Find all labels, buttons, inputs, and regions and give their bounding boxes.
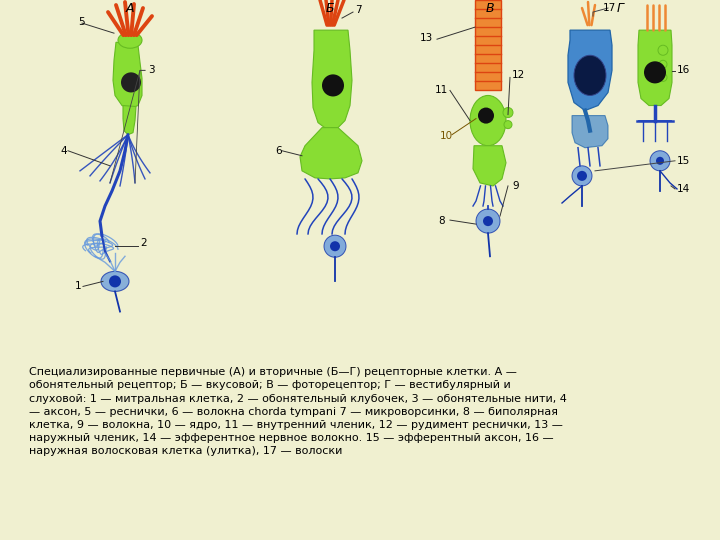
Text: 15: 15: [677, 156, 690, 166]
Polygon shape: [473, 146, 506, 186]
Ellipse shape: [330, 241, 340, 251]
Polygon shape: [638, 30, 672, 105]
Ellipse shape: [650, 151, 670, 171]
Text: 8: 8: [438, 216, 445, 226]
Ellipse shape: [572, 166, 592, 186]
Text: 3: 3: [148, 65, 155, 76]
Text: 4: 4: [60, 146, 67, 156]
Text: 16: 16: [677, 65, 690, 76]
Ellipse shape: [504, 120, 512, 129]
Text: Г: Г: [616, 2, 624, 15]
Text: 5: 5: [78, 17, 85, 27]
Text: 1: 1: [75, 281, 81, 292]
Ellipse shape: [659, 60, 667, 69]
Text: 10: 10: [440, 131, 453, 141]
Ellipse shape: [476, 209, 500, 233]
Ellipse shape: [101, 271, 129, 292]
Ellipse shape: [656, 157, 664, 165]
Ellipse shape: [478, 107, 494, 124]
Ellipse shape: [659, 73, 667, 82]
Ellipse shape: [503, 107, 513, 118]
Polygon shape: [568, 30, 612, 111]
Text: 11: 11: [435, 85, 449, 96]
Text: 17: 17: [603, 3, 616, 13]
Ellipse shape: [324, 235, 346, 257]
Text: 9: 9: [512, 181, 518, 191]
Text: 2: 2: [140, 238, 147, 248]
Text: 13: 13: [420, 33, 433, 43]
Text: 12: 12: [512, 70, 526, 80]
Ellipse shape: [574, 55, 606, 96]
Ellipse shape: [109, 275, 121, 287]
Ellipse shape: [322, 75, 344, 97]
Text: В: В: [486, 2, 495, 15]
Polygon shape: [113, 42, 142, 109]
Ellipse shape: [470, 96, 506, 146]
Ellipse shape: [483, 216, 493, 226]
Ellipse shape: [118, 32, 142, 48]
Text: 14: 14: [677, 184, 690, 194]
Text: Б: Б: [325, 2, 334, 15]
Ellipse shape: [644, 62, 666, 83]
Ellipse shape: [577, 171, 587, 181]
Polygon shape: [312, 30, 352, 129]
Text: Специализированные первичные (А) и вторичные (Б—Г) рецепторные клетки. А —
обоня: Специализированные первичные (А) и втори…: [29, 367, 567, 456]
Ellipse shape: [658, 45, 668, 55]
Text: 6: 6: [275, 146, 282, 156]
Text: 7: 7: [355, 5, 361, 15]
Polygon shape: [300, 127, 362, 179]
Ellipse shape: [121, 72, 141, 92]
Text: А: А: [126, 2, 134, 15]
Polygon shape: [123, 105, 136, 134]
Bar: [475, 0, 501, 91]
Polygon shape: [572, 116, 608, 148]
